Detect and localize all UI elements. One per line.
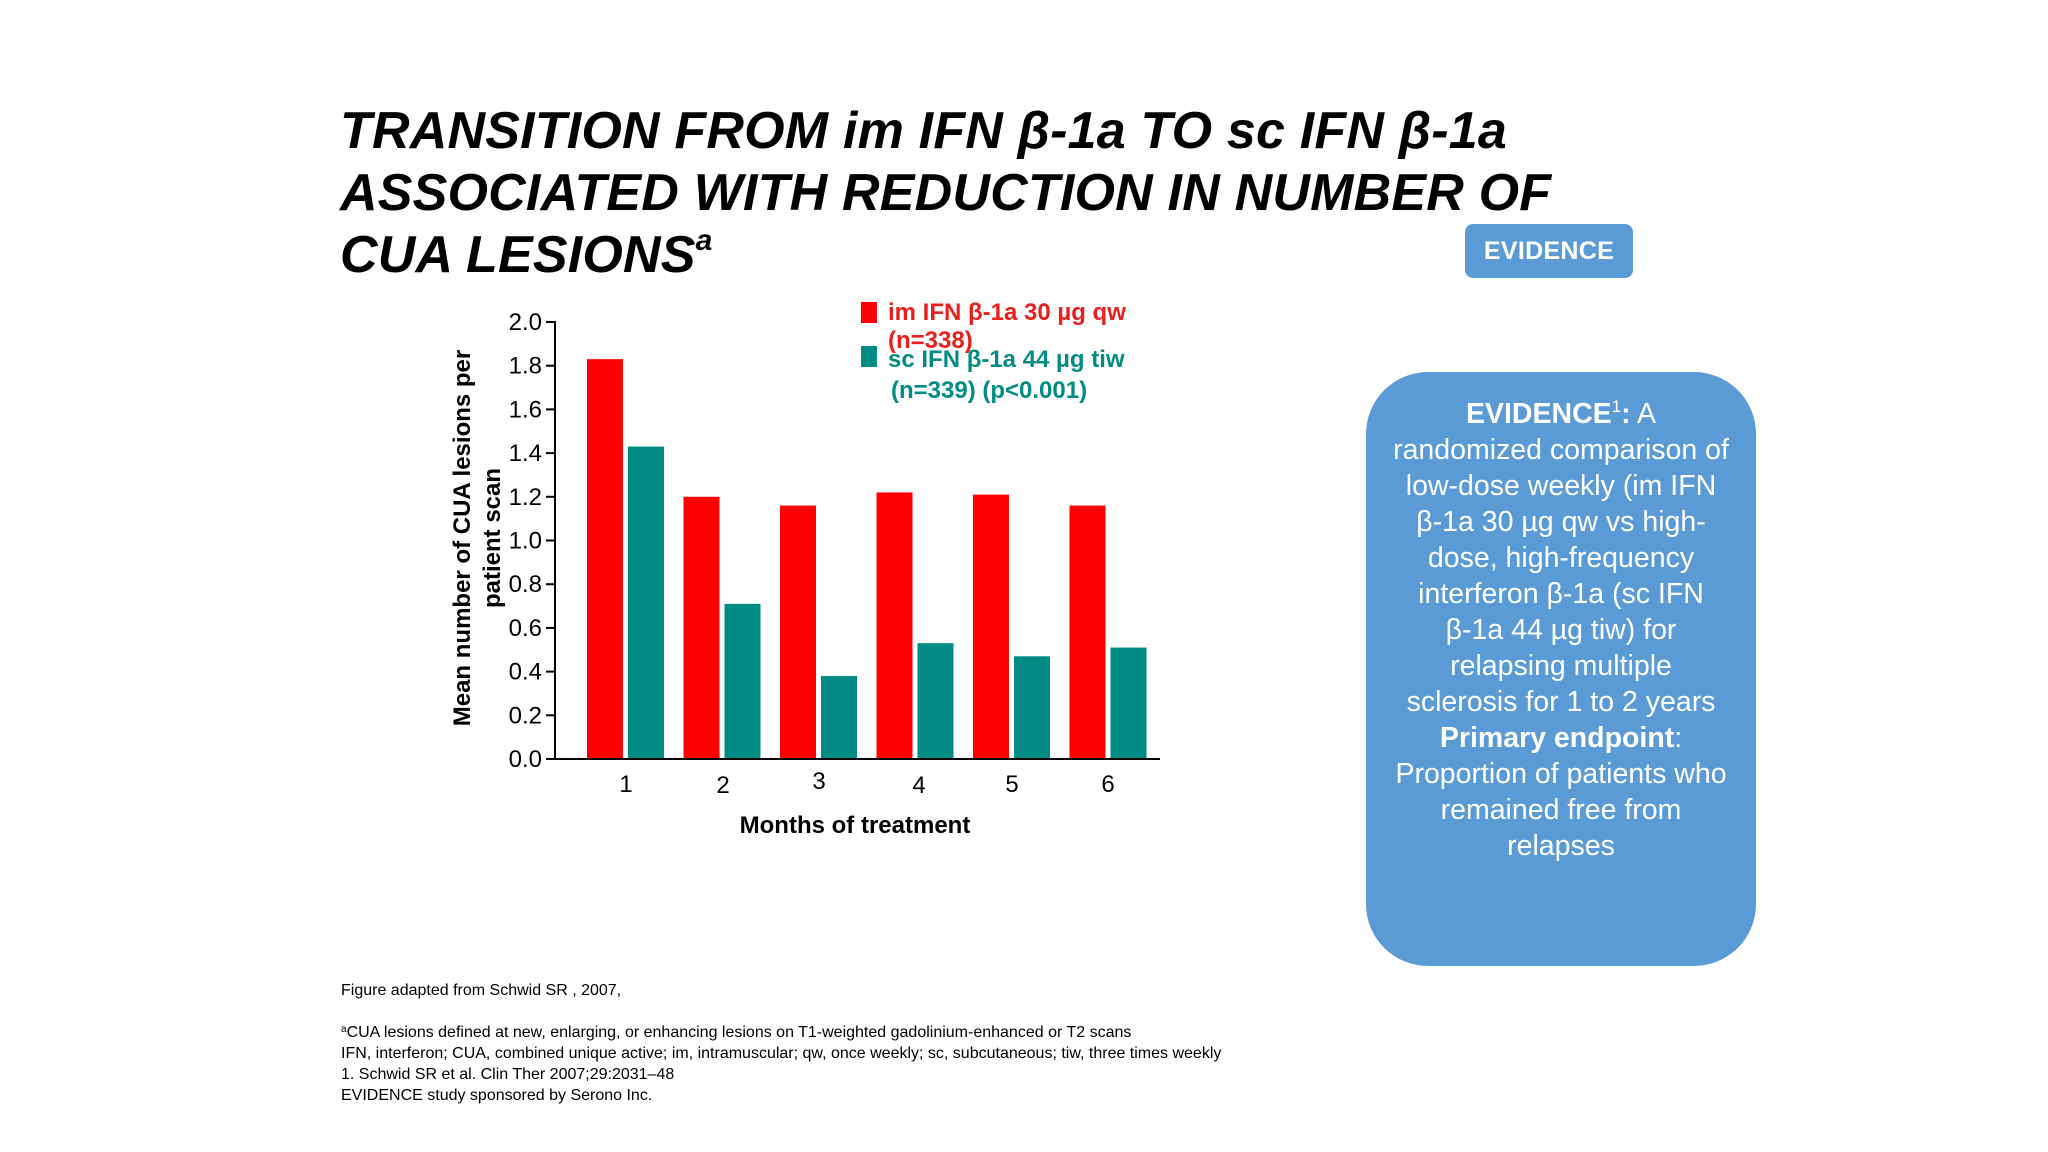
y-tick-label: 1.4 (509, 440, 542, 467)
panel-endpoint-text: Proportion of patients who remained free… (1395, 758, 1727, 862)
y-axis-label-line2: patient scan (479, 468, 506, 608)
bar-series2-month-6 (1110, 647, 1147, 759)
title-line-1: TRANSITION FROM im IFN β-1a TO sc IFN β-… (340, 102, 1507, 160)
figure-source: Figure adapted from Schwid SR , 2007, (341, 982, 622, 999)
y-tick-label: 1.6 (509, 396, 542, 423)
bar-series1-month-3 (780, 505, 816, 759)
legend-swatch-im (861, 302, 877, 323)
bar-series1-month-1 (587, 359, 623, 759)
y-tick-label: 2.0 (509, 309, 542, 336)
bar-series2-month-2 (724, 603, 761, 759)
axes-group: 0.0 0.2 0.4 0.6 0.8 1.0 1.2 1.4 1.6 1.8 2.0 1 2 3 4 5 6 (509, 309, 1160, 799)
panel-endpoint-label: Primary endpoint (1439, 722, 1675, 754)
y-axis-label-line1: Mean number of CUA lesions per (449, 350, 476, 727)
legend-swatch-sc (861, 346, 877, 367)
bar-series2-month-3 (821, 675, 857, 759)
panel-description: A randomized comparison of low-dose week… (1393, 398, 1729, 718)
slide-title: TRANSITION FROM im IFN β-1a TO sc IFN β-… (340, 100, 1590, 286)
y-tick-label: 1.8 (509, 353, 542, 380)
x-tick-label: 1 (619, 771, 632, 798)
legend-label-sc: sc IFN β-1a 44 µg tiw (888, 346, 1125, 373)
legend-label-im-n: (n=338) (888, 327, 973, 354)
x-axis-label: Months of treatment (740, 812, 971, 839)
bar-series2-month-4 (917, 643, 954, 759)
bar-series1-month-5 (973, 494, 1009, 759)
y-tick-label: 1.2 (509, 484, 542, 511)
legend-label-im: im IFN β-1a 30 µg qw (888, 299, 1126, 326)
evidence-tag: EVIDENCE (1465, 224, 1633, 278)
bar-series2-month-5 (1014, 656, 1050, 759)
panel-heading: EVIDENCE (1465, 398, 1612, 430)
footnote-cua: CUA lesions defined at new, enlarging, o… (346, 1024, 1132, 1041)
y-tick-label: 0.8 (509, 571, 542, 598)
y-tick-label: 0.4 (509, 659, 542, 686)
y-tick-label: 1.0 (509, 528, 542, 555)
bar-series1-month-2 (683, 496, 720, 759)
title-line-2: ASSOCIATED WITH REDUCTION IN NUMBER OF (340, 164, 1552, 222)
y-tick-label: 0.2 (509, 702, 542, 729)
footnotes: aCUA lesions defined at new, enlarging, … (341, 1022, 1221, 1106)
bar-series2-month-1 (628, 446, 664, 759)
legend-group: im IFN β-1a 30 µg qw (n=338) sc IFN β-1a… (861, 299, 1126, 404)
footnote-abbreviations: IFN, interferon; CUA, combined unique ac… (341, 1045, 1222, 1062)
y-tick-label: 0.0 (509, 746, 542, 773)
panel-heading-reference: 1 (1611, 397, 1622, 416)
bar-series1-month-6 (1069, 505, 1106, 759)
legend-label-sc-n: (n=339) (p<0.001) (891, 377, 1087, 404)
evidence-summary-panel: EVIDENCE1: A randomized comparison of lo… (1366, 372, 1756, 966)
y-tick-label: 0.6 (509, 615, 542, 642)
bars-group (587, 359, 1147, 759)
footnote-sponsor: EVIDENCE study sponsored by Serono Inc. (341, 1087, 653, 1104)
footnote-marker: a (341, 1024, 347, 1035)
x-tick-label: 5 (1005, 771, 1018, 798)
x-tick-label: 6 (1101, 771, 1114, 798)
x-tick-label: 2 (716, 772, 729, 799)
x-tick-label: 4 (912, 772, 925, 799)
title-footnote-marker: a (695, 224, 713, 257)
title-line-3: CUA LESIONS (340, 226, 696, 284)
x-tick-label: 3 (812, 768, 825, 795)
footnote-reference: 1. Schwid SR et al. Clin Ther 2007;29:20… (341, 1066, 675, 1083)
bar-series1-month-4 (876, 492, 913, 759)
